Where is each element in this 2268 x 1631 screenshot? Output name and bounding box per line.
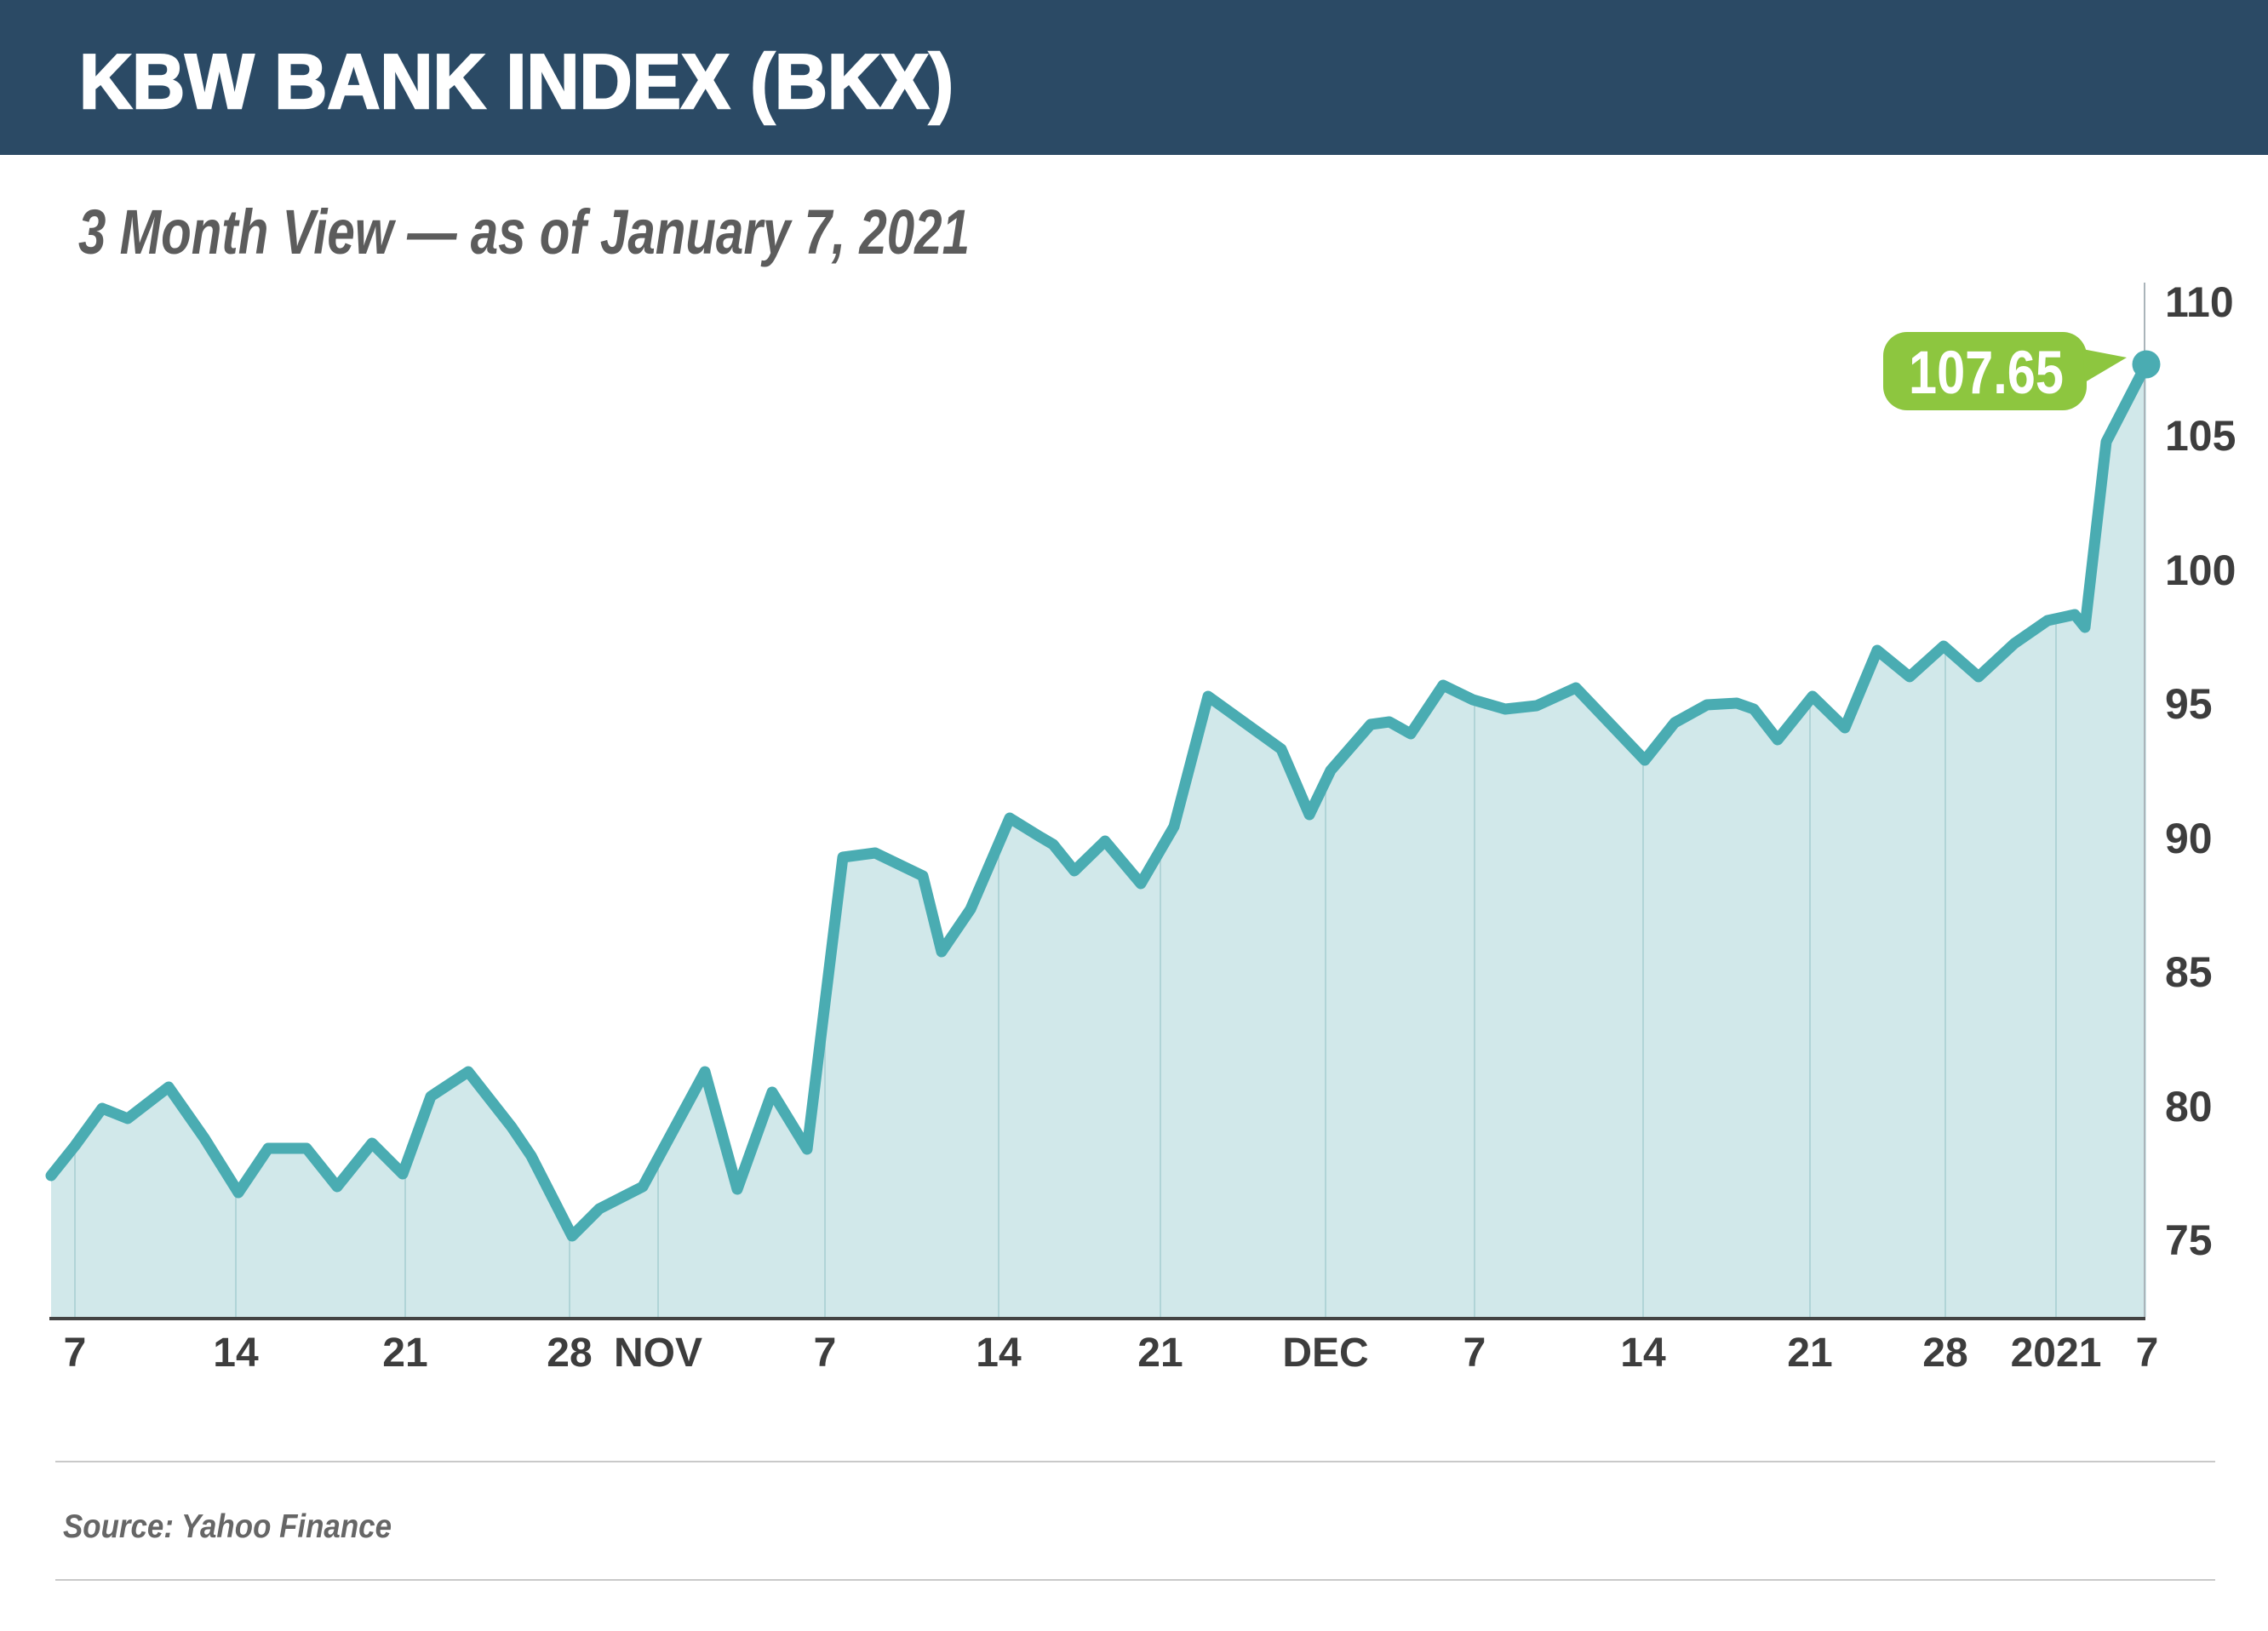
- svg-text:7: 7: [64, 1331, 87, 1376]
- svg-text:110: 110: [2165, 278, 2234, 326]
- svg-text:95: 95: [2165, 680, 2213, 728]
- svg-text:100: 100: [2165, 547, 2236, 594]
- svg-text:28: 28: [547, 1331, 592, 1376]
- svg-text:21: 21: [382, 1331, 427, 1376]
- svg-text:DEC: DEC: [1282, 1331, 1368, 1376]
- svg-text:Source: Yahoo Finance: Source: Yahoo Finance: [63, 1508, 392, 1545]
- svg-text:28: 28: [1922, 1331, 1967, 1376]
- svg-text:21: 21: [1137, 1331, 1183, 1376]
- svg-text:7: 7: [814, 1331, 837, 1376]
- svg-text:105: 105: [2165, 412, 2236, 460]
- svg-text:21: 21: [1787, 1331, 1832, 1376]
- svg-text:2021: 2021: [2011, 1331, 2102, 1376]
- svg-text:14: 14: [976, 1331, 1022, 1376]
- svg-text:3 Month View — as of January 7: 3 Month View — as of January 7, 2021: [78, 197, 970, 267]
- svg-text:80: 80: [2165, 1083, 2213, 1130]
- svg-text:7: 7: [2136, 1331, 2159, 1376]
- svg-text:NOV: NOV: [614, 1331, 702, 1376]
- svg-text:107.65: 107.65: [1909, 340, 2064, 407]
- svg-text:75: 75: [2165, 1216, 2213, 1264]
- svg-text:14: 14: [1620, 1331, 1666, 1376]
- svg-text:7: 7: [1463, 1331, 1486, 1376]
- svg-text:KBW BANK INDEX (BKX): KBW BANK INDEX (BKX): [79, 39, 954, 125]
- svg-text:14: 14: [213, 1331, 259, 1376]
- svg-text:85: 85: [2165, 948, 2213, 996]
- svg-text:90: 90: [2165, 815, 2213, 862]
